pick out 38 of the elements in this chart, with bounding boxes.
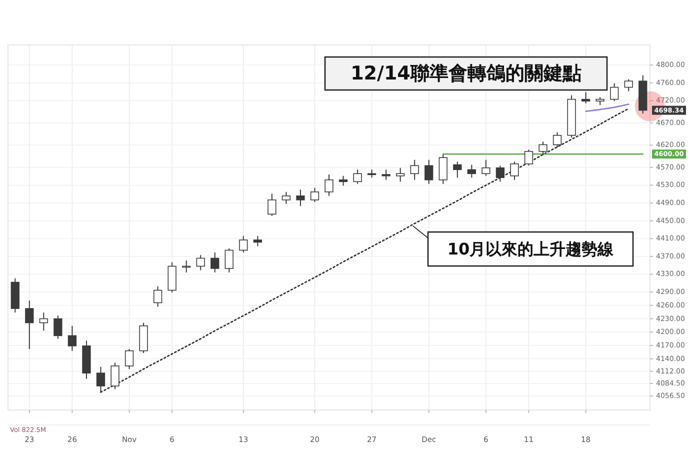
candlestick	[224, 248, 234, 273]
candlestick	[524, 149, 534, 166]
candlestick	[510, 161, 519, 180]
candlestick	[353, 169, 362, 184]
candlestick	[338, 175, 348, 186]
candlestick	[496, 165, 505, 182]
candlestick	[124, 348, 134, 370]
candlestick	[239, 235, 248, 253]
candlestick	[54, 315, 62, 340]
candlestick	[310, 187, 320, 203]
candlestick	[396, 167, 405, 182]
candlestick	[424, 159, 434, 184]
candlestick	[110, 362, 120, 390]
line-series	[585, 104, 630, 112]
candlestick	[552, 132, 562, 148]
candlestick	[324, 174, 334, 196]
candlestick	[467, 164, 476, 178]
candlestick	[438, 154, 448, 184]
candlestick	[196, 254, 205, 271]
annotation: 10月以來的上升趨勢線	[447, 240, 615, 258]
candlestick	[210, 252, 220, 273]
candlestick	[25, 300, 34, 350]
candlestick	[68, 325, 77, 352]
candlestick	[268, 193, 276, 216]
candlestick	[624, 78, 633, 92]
candlestick	[538, 141, 548, 156]
candlestick	[296, 189, 305, 207]
candlestick	[153, 286, 162, 308]
candlestick	[382, 169, 390, 180]
candlestick	[410, 159, 419, 180]
candlestick	[282, 191, 291, 204]
candlestick	[610, 82, 619, 102]
candlestick	[453, 161, 462, 178]
candlestick	[39, 312, 48, 332]
candlestick	[581, 92, 590, 104]
annotation: 12/14聯準會轉鴿的關鍵點	[350, 62, 582, 84]
candlestick	[253, 235, 262, 247]
candlestick	[482, 159, 490, 176]
